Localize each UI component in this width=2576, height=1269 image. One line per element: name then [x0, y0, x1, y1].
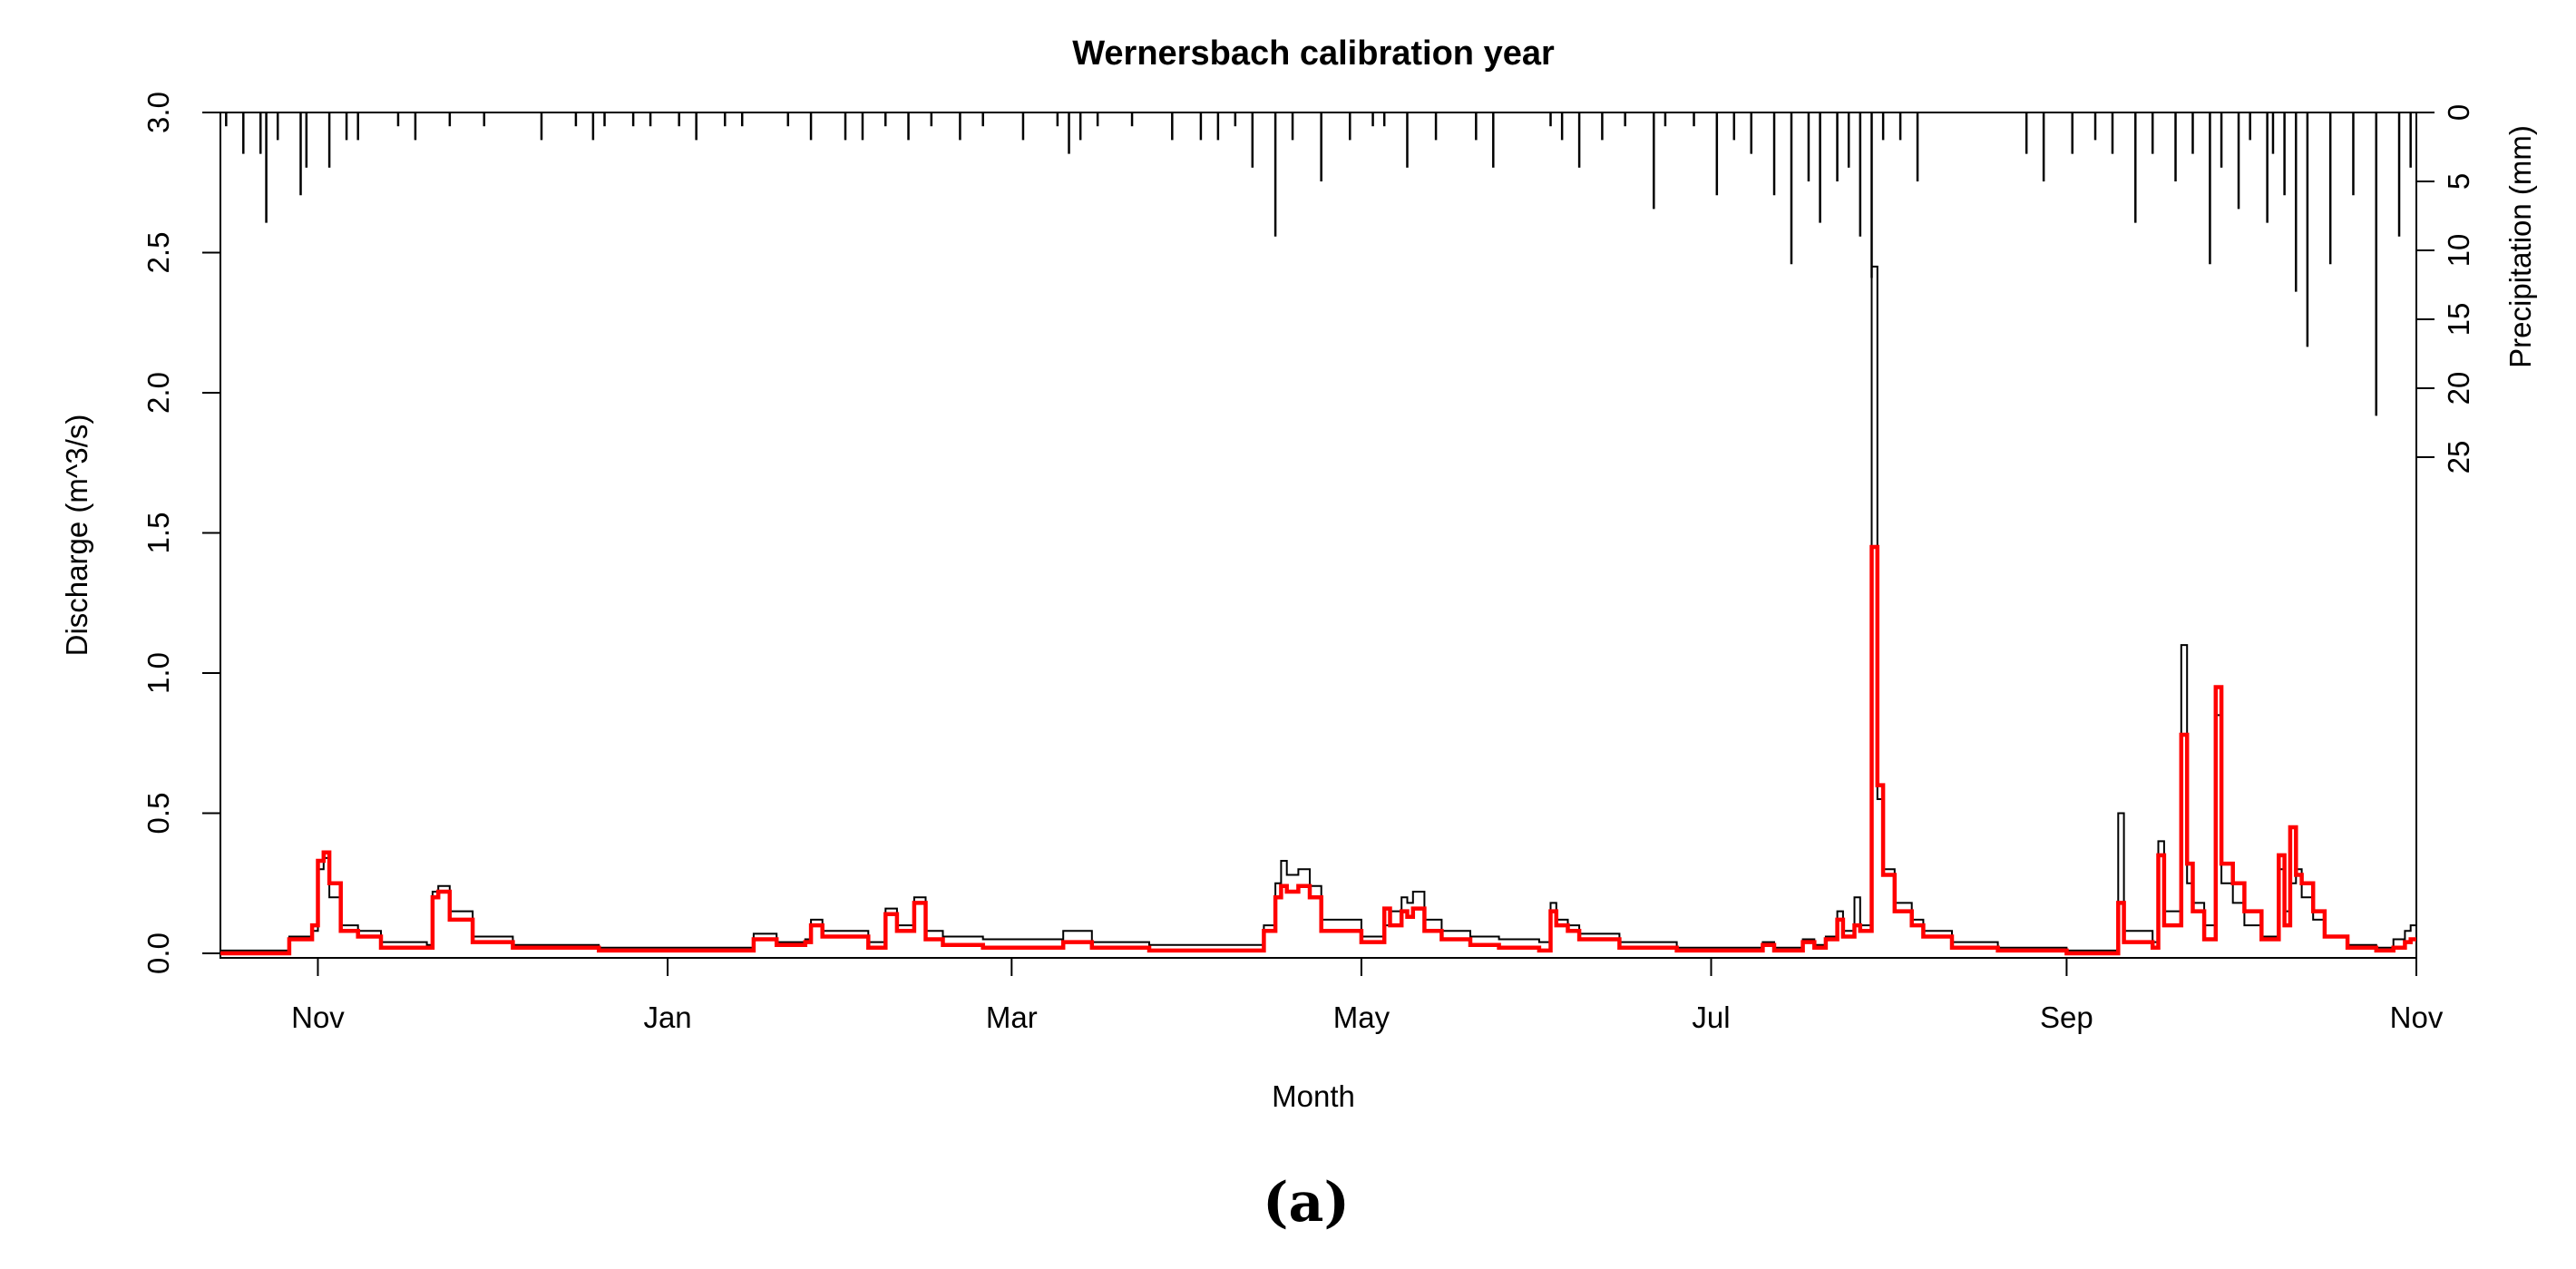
series-layer	[220, 265, 2416, 956]
x-axis-label: Month	[1272, 1079, 1355, 1113]
x-tick-label: May	[1333, 1001, 1390, 1034]
plot-frame	[220, 112, 2417, 959]
y-tick-label: 0.0	[141, 932, 175, 974]
y2-tick-label: 15	[2442, 303, 2475, 337]
precipitation-bars	[225, 112, 2412, 416]
chart-title: Wernersbach calibration year	[1072, 34, 1555, 73]
y-tick-label: 3.0	[141, 92, 175, 133]
y2-tick-label: 5	[2442, 173, 2475, 190]
x-tick-label: Nov	[2390, 1001, 2444, 1034]
y-tick-label: 0.5	[141, 793, 175, 835]
x-tick-label: Mar	[986, 1001, 1038, 1034]
observed-discharge-line	[220, 265, 2416, 952]
y-axis-right: 0 5 10 15 20 25	[2415, 104, 2475, 474]
x-axis: Nov Jan Mar May Jul Sep Nov	[291, 958, 2444, 1034]
y-tick-label: 1.0	[141, 652, 175, 694]
y-axis-label: Discharge (m^3/s)	[60, 415, 93, 657]
figure-caption: (a)	[1263, 1171, 1350, 1235]
simulated-discharge-line	[220, 544, 2416, 956]
x-tick-label: Nov	[291, 1001, 345, 1034]
y2-tick-label: 0	[2442, 104, 2475, 121]
y-tick-label: 2.5	[141, 232, 175, 274]
x-tick-label: Jul	[1692, 1001, 1730, 1034]
y-tick-label: 1.5	[141, 512, 175, 554]
x-tick-label: Sep	[2040, 1001, 2093, 1034]
y-axis-left: 0.0 0.5 1.0 1.5 2.0 2.5 3.0	[141, 92, 220, 974]
y2-tick-label: 25	[2442, 441, 2475, 474]
y2-tick-label: 20	[2442, 372, 2475, 405]
x-tick-label: Jan	[643, 1001, 691, 1034]
y2-tick-label: 10	[2442, 234, 2475, 268]
y2-axis-label: Precipitation (mm)	[2503, 125, 2537, 368]
y-tick-label: 2.0	[141, 372, 175, 414]
